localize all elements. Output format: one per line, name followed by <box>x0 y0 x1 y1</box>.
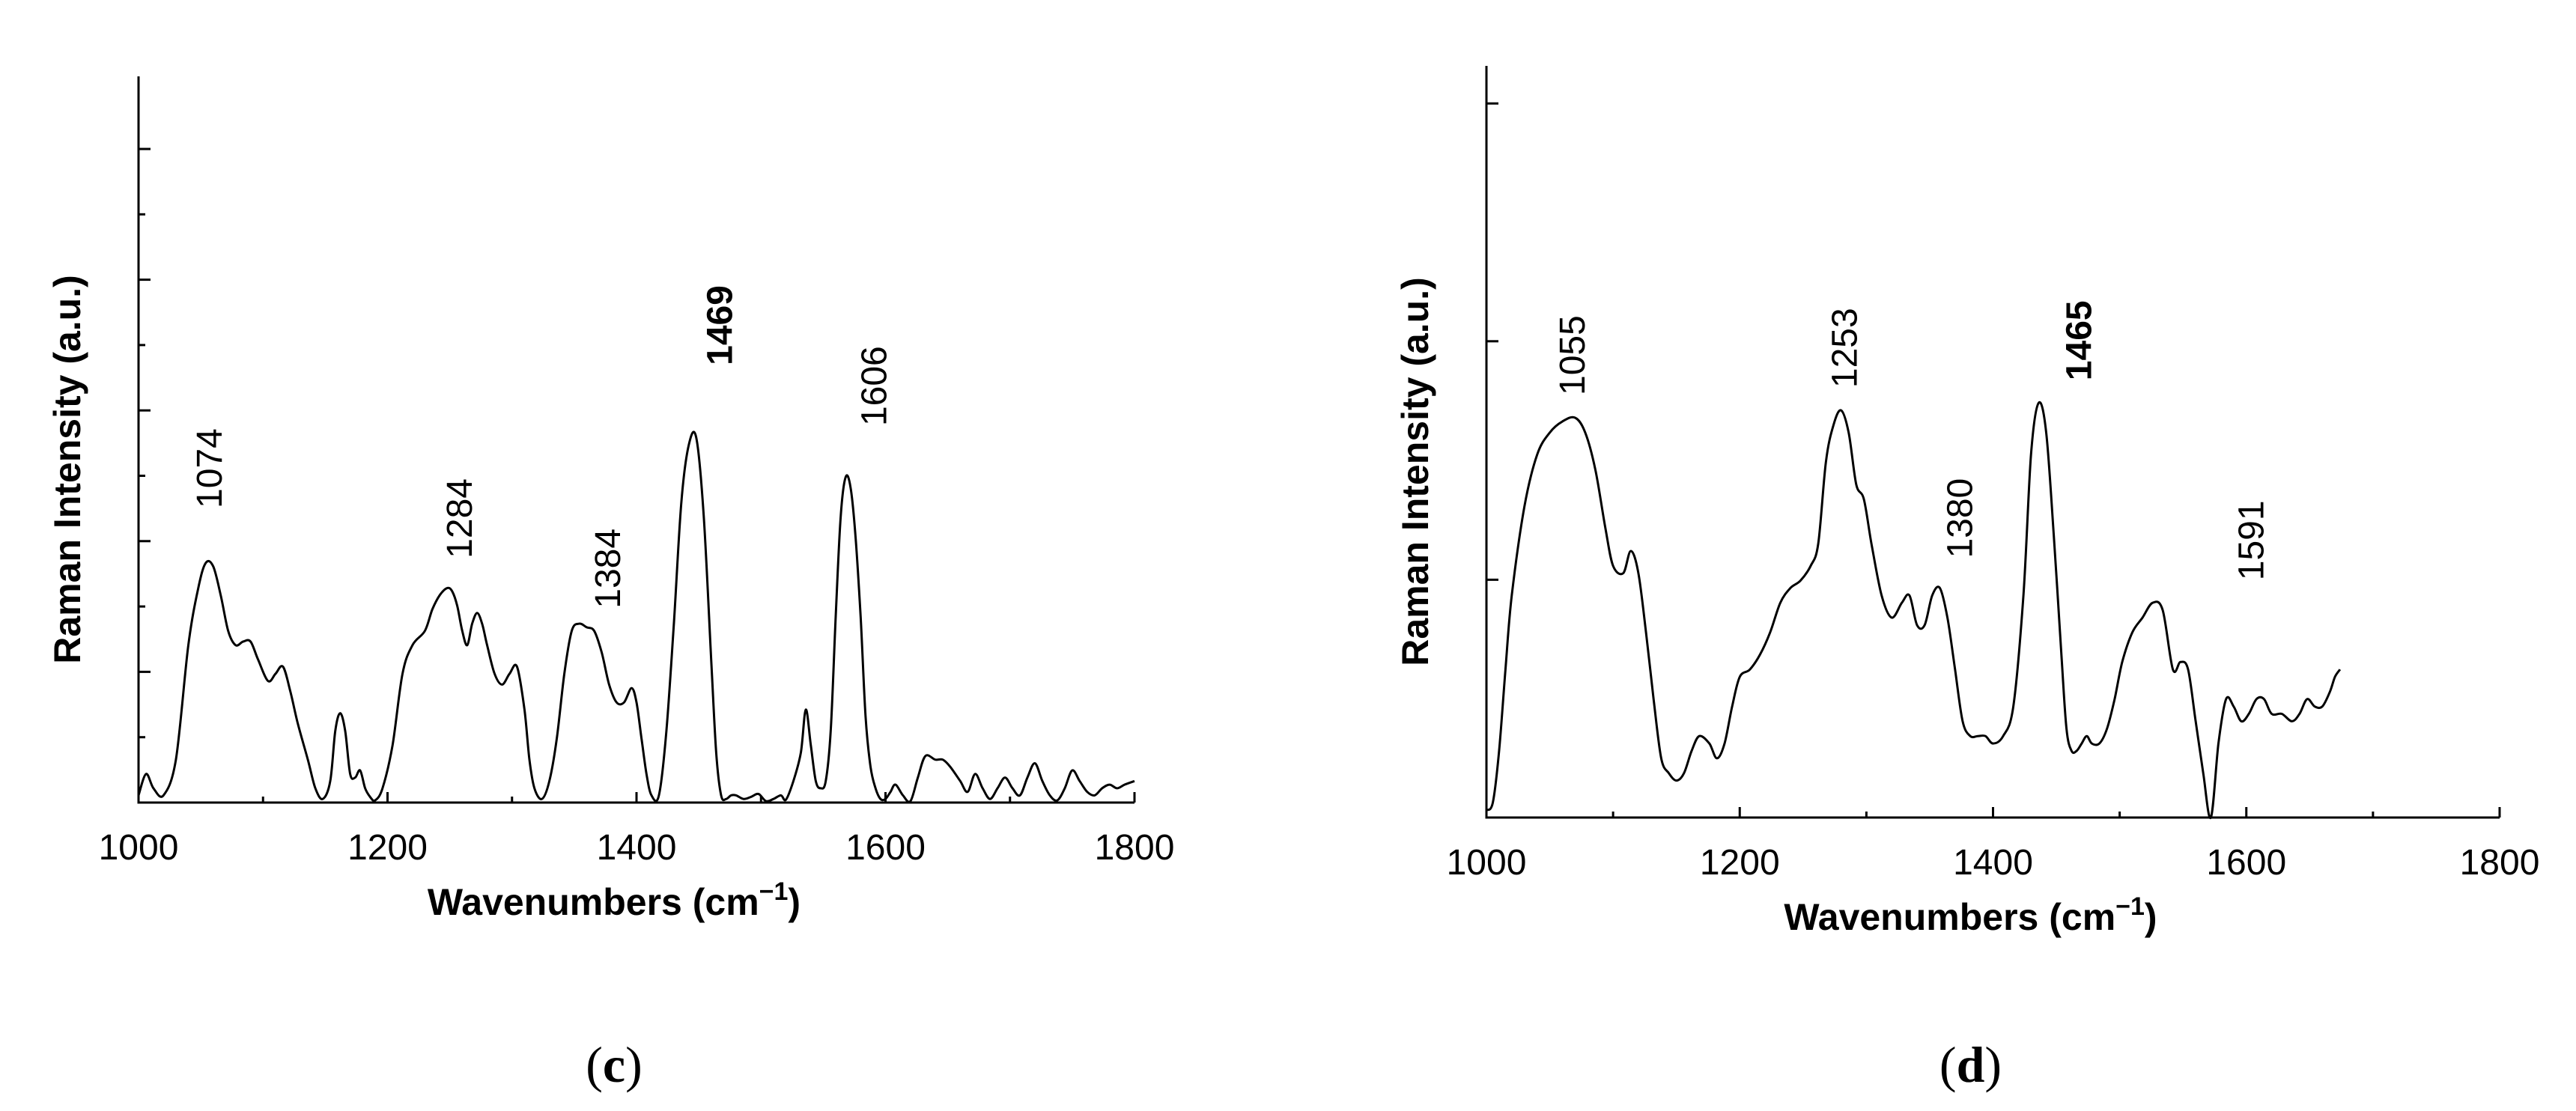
c-panel-open: ( <box>586 1036 603 1093</box>
d-x-axis-title-close: ) <box>2145 896 2157 938</box>
d-peak-label: 1591 <box>2232 500 2272 580</box>
d-x-axis-title-main: Wavenumbers (cm <box>1784 896 2115 938</box>
c-x-axis-title-main: Wavenumbers (cm <box>428 881 759 923</box>
c-panel-label: (c) <box>586 1036 643 1093</box>
c-peak-label: 1284 <box>440 478 480 558</box>
d-axes <box>1485 66 2500 819</box>
c-x-tick-label: 1000 <box>99 828 179 868</box>
d-panel-close: ) <box>1984 1036 2002 1093</box>
d-x-tick-label: 1400 <box>1953 843 2033 883</box>
c-panel-letter: c <box>603 1036 625 1093</box>
c-x-axis-title-sup: −1 <box>759 877 789 906</box>
d-x-tick-label: 1200 <box>1700 843 1780 883</box>
d-x-tick-label: 1800 <box>2460 843 2540 883</box>
d-spectrum-line <box>1485 401 2342 819</box>
c-panel-close: ) <box>625 1036 643 1093</box>
c-x-tick-label: 1600 <box>845 828 926 868</box>
d-peak-label: 1380 <box>1941 478 1981 558</box>
d-x-axis-title-sup: −1 <box>2115 892 2145 921</box>
c-peak-label: 1384 <box>589 529 628 609</box>
d-x-tick-label: 1600 <box>2206 843 2286 883</box>
d-peak-label: 1055 <box>1553 315 1593 395</box>
d-peak-labels: 1055 1253 1380 1465 1591 <box>1553 300 2272 580</box>
c-x-tick-label: 1200 <box>347 828 428 868</box>
d-panel-letter: d <box>1957 1036 1985 1093</box>
c-x-tick-label: 1800 <box>1095 828 1175 868</box>
c-x-ticks: 1000 1200 1400 1600 1800 <box>99 792 1175 868</box>
c-x-axis-title-close: ) <box>788 881 801 923</box>
c-peak-label: 1469 <box>700 285 740 365</box>
c-x-axis-title: Wavenumbers (cm−1) <box>428 877 801 923</box>
d-panel-open: ( <box>1939 1036 1957 1093</box>
c-axes <box>137 76 1134 804</box>
c-peak-label: 1074 <box>190 428 230 508</box>
chart-panel-c: 1000 1200 1400 1600 1800 1074 1284 1384 1469 160… <box>46 76 1174 1093</box>
d-x-axis-title: Wavenumbers (cm−1) <box>1784 892 2157 938</box>
d-panel-label: (d) <box>1939 1036 2002 1093</box>
d-y-ticks <box>1486 102 1498 819</box>
c-peak-labels: 1074 1284 1384 1469 1606 <box>190 285 895 609</box>
c-spectrum-line <box>137 430 1135 803</box>
c-peak-label: 1606 <box>855 346 895 426</box>
d-x-ticks: 1000 1200 1400 1600 1800 <box>1447 807 2540 883</box>
c-x-tick-label: 1400 <box>597 828 677 868</box>
d-peak-label: 1253 <box>1826 308 1865 388</box>
c-y-ticks <box>139 147 151 804</box>
c-y-axis-title: Raman Intensity (a.u.) <box>46 275 88 664</box>
chart-panel-d: 1000 1200 1400 1600 1800 1055 1253 1380 1465 159… <box>1394 66 2539 1093</box>
d-peak-label: 1465 <box>2060 300 2100 380</box>
d-y-axis-title: Raman Intensity (a.u.) <box>1394 277 1436 666</box>
d-x-tick-label: 1000 <box>1447 843 1527 883</box>
